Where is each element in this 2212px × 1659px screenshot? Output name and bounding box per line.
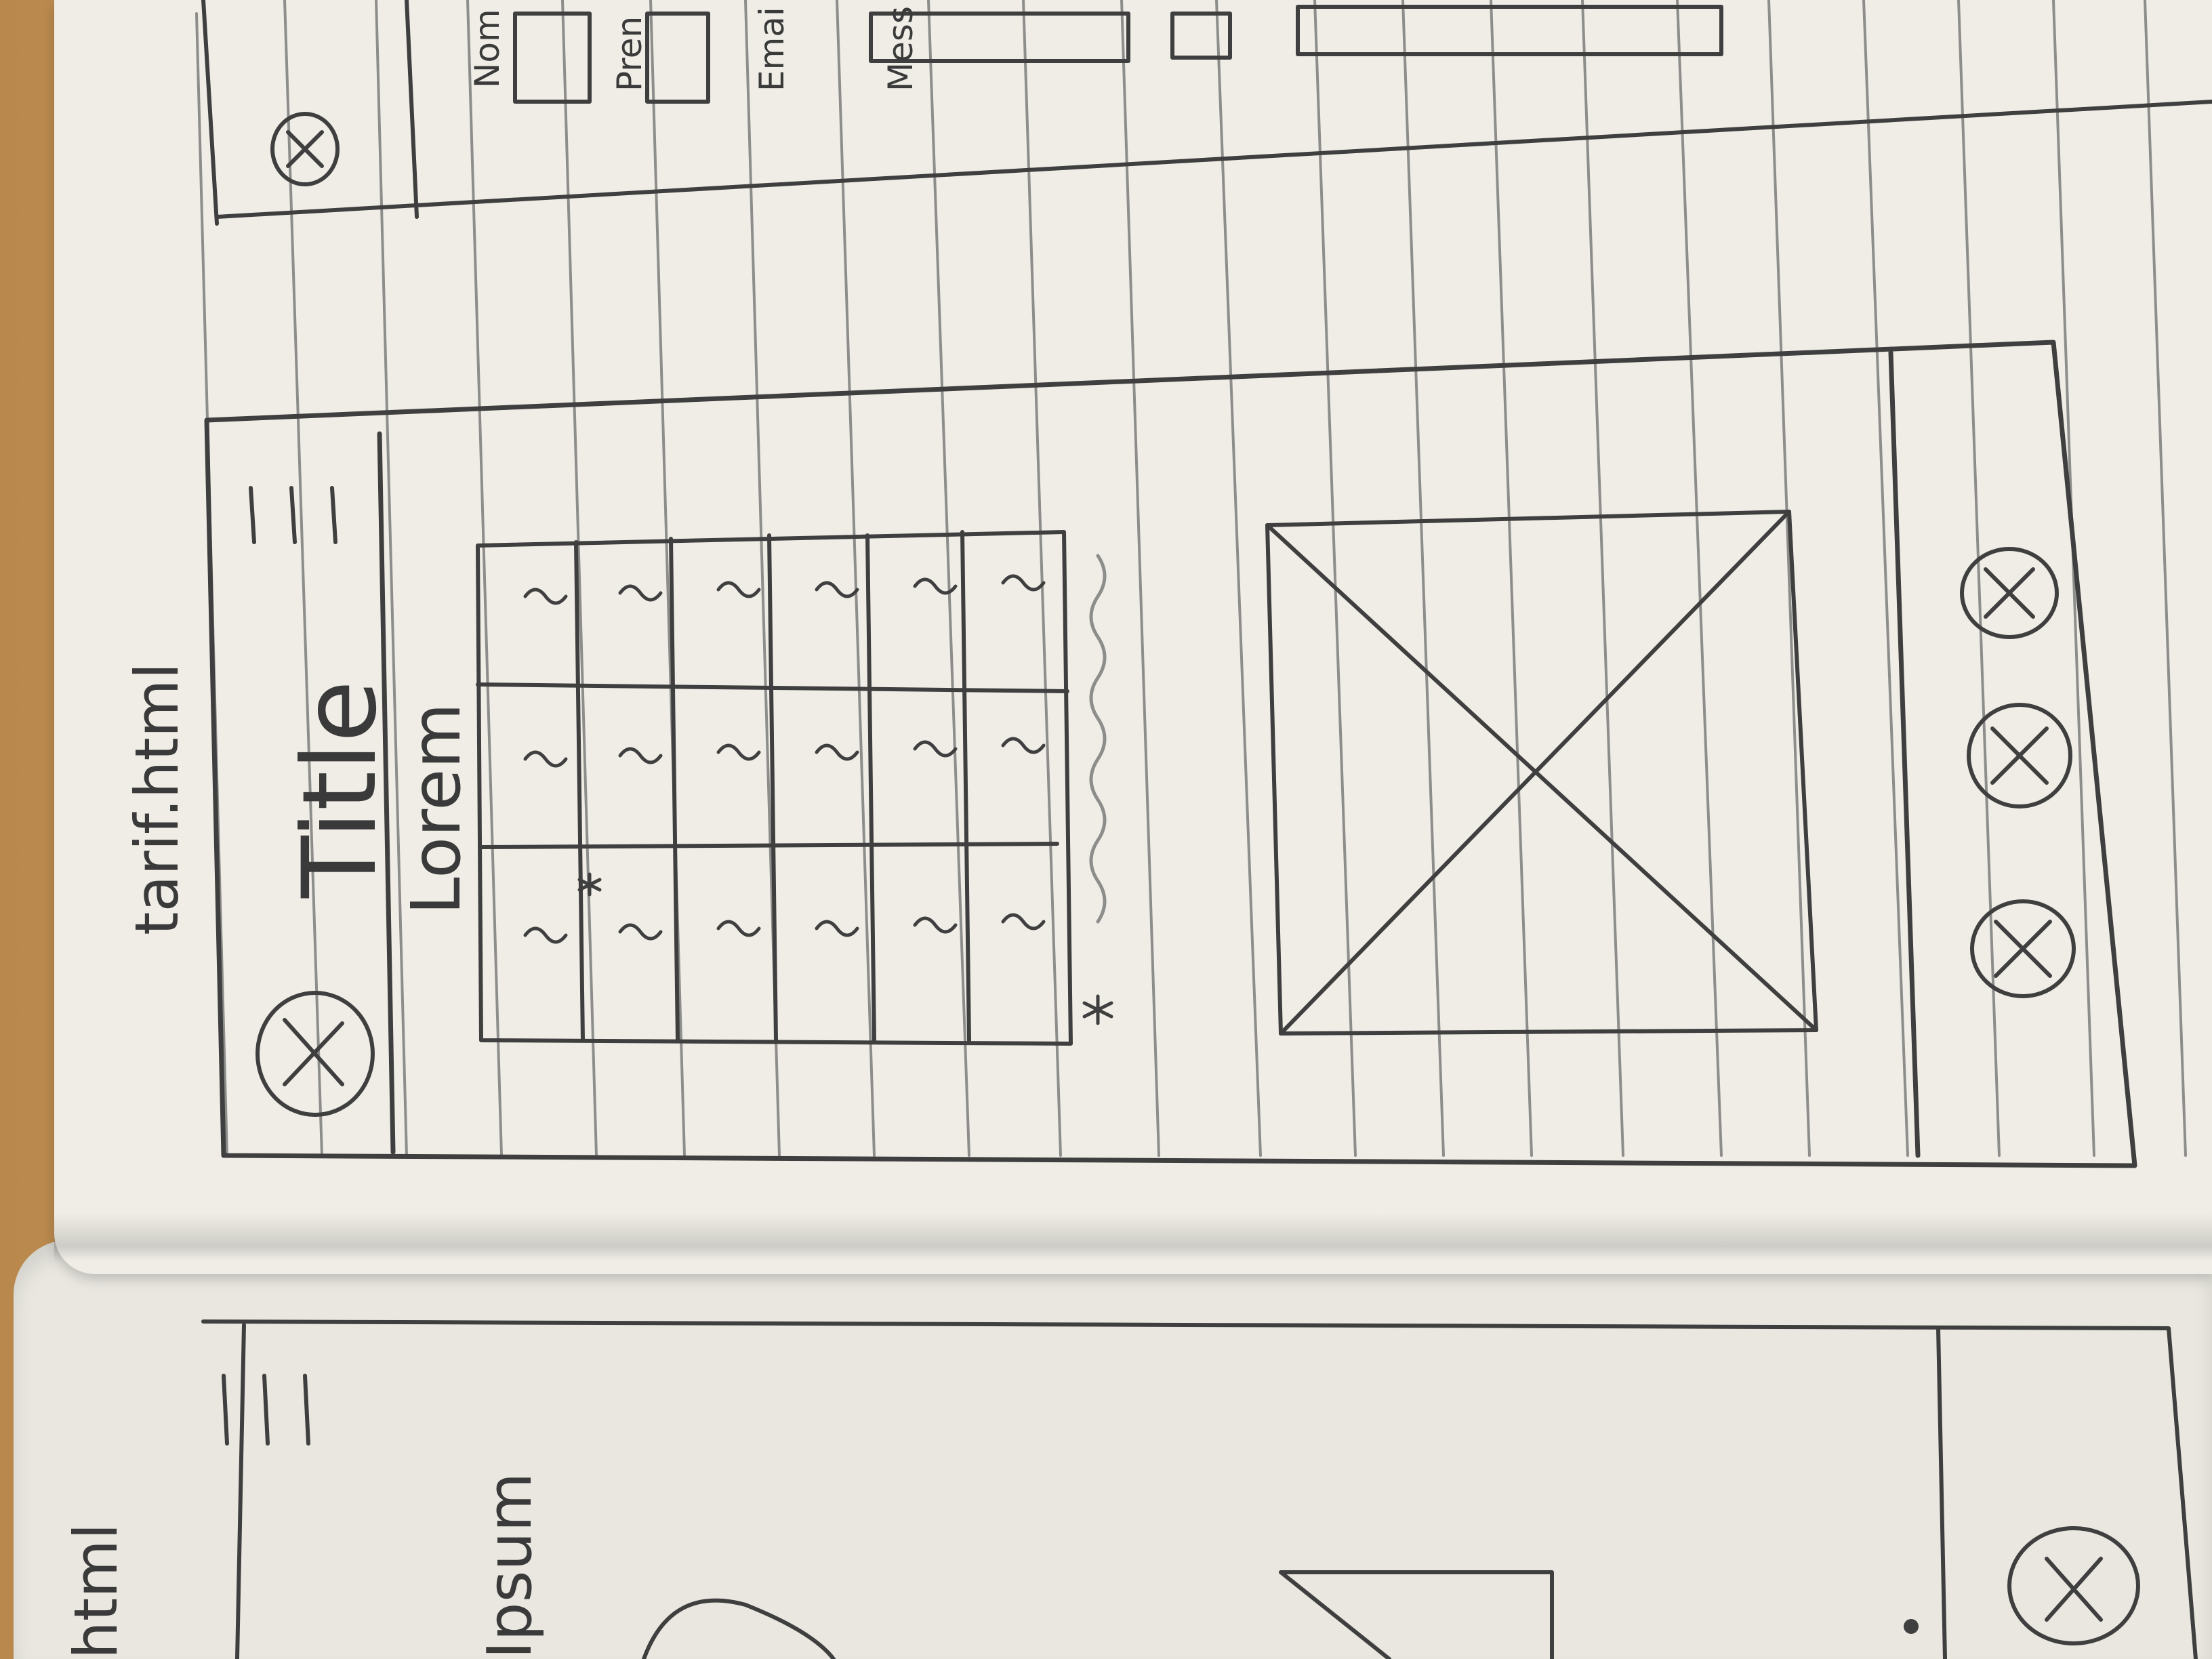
left-page-heading: Ipsum (474, 1472, 546, 1659)
left-page-filename: html (61, 1523, 131, 1659)
notebook-left-page (14, 1240, 2212, 1659)
footnote-squiggle (1089, 554, 1107, 924)
hamburger-icon (249, 486, 337, 544)
close-circle-icon (255, 991, 375, 1117)
form-label-prenom: Pren (610, 16, 649, 91)
page-title: Title (281, 680, 399, 898)
footer-icons (1960, 547, 2076, 998)
phone-frame-next (201, 0, 2212, 226)
asterisk-icon (577, 872, 1113, 1025)
form-label-message: Mess (881, 5, 920, 91)
form-label-email: Emai (752, 7, 792, 91)
image-placeholder (1265, 510, 1818, 1036)
form-label-nom: Nom (468, 9, 507, 88)
data-table (476, 530, 1073, 1046)
section-heading: Lorem (396, 703, 476, 915)
table-cell-squiggles (523, 574, 1046, 944)
notebook-right-page (54, 0, 2212, 1274)
ruled-lines (195, 0, 2187, 1157)
phone-frame-left (201, 1319, 2198, 1659)
phone-frame-main (204, 340, 2137, 1168)
notebook-spine (54, 1213, 2212, 1261)
filename-label: tarif.html (122, 662, 192, 935)
